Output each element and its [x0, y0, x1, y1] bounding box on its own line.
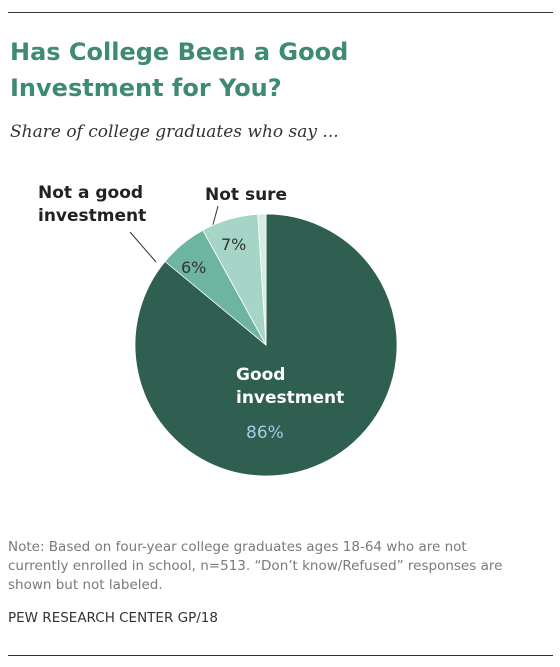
chart-subtitle: Share of college graduates who say ...	[10, 122, 339, 142]
note: Note: Based on four-year college graduat…	[8, 539, 503, 593]
leader-line	[129, 231, 157, 263]
slice-label: Not a good investment	[38, 183, 149, 226]
top-rule	[8, 12, 553, 13]
value-label: 86%	[246, 423, 284, 443]
source: PEW RESEARCH CENTER GP/18	[8, 610, 218, 626]
bottom-rule	[8, 655, 553, 656]
value-label: 6%	[181, 258, 206, 277]
chart-title: Has College Been a Good Investment for Y…	[10, 38, 349, 102]
slice-label: Not sure	[205, 185, 287, 205]
value-label: 7%	[221, 235, 246, 254]
slice-label: Good investment	[236, 365, 344, 408]
pie-slice	[257, 213, 267, 346]
chart: Good investment 86% Not a good investment 6…	[38, 183, 398, 477]
